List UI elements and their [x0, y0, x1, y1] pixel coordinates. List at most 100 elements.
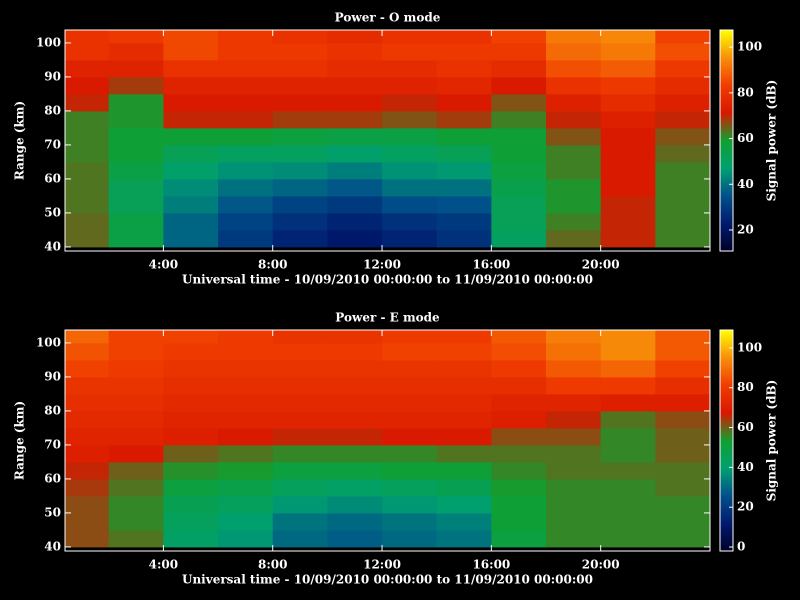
heatmap-cell [436, 427, 492, 446]
heatmap-cell [382, 495, 438, 514]
heatmap-cell [163, 512, 219, 531]
heatmap-cell [327, 512, 383, 531]
heatmap-cell [491, 478, 547, 497]
heatmap-cell [491, 427, 547, 446]
colorbar-label: Signal power (dB) [765, 380, 779, 502]
heatmap-cell [327, 229, 383, 248]
heatmap-cell [65, 410, 110, 429]
heatmap-cell [382, 127, 438, 146]
heatmap-cell [546, 30, 602, 44]
heatmap-cell [163, 330, 219, 344]
heatmap-cell [218, 444, 274, 463]
heatmap-cell [655, 359, 710, 378]
heatmap-cell [327, 393, 383, 412]
heatmap-cell [272, 444, 328, 463]
heatmap-cell [600, 410, 656, 429]
colorbar-tick-label: 40 [737, 460, 754, 474]
heatmap-cell [600, 195, 656, 214]
heatmap-cell [491, 342, 547, 361]
heatmap-cell [491, 30, 547, 44]
heatmap-cell [327, 461, 383, 480]
heatmap-cell [65, 342, 110, 361]
heatmap-cell [600, 376, 656, 395]
heatmap-cell [382, 212, 438, 231]
heatmap-cell [655, 212, 710, 231]
heatmap-cell [600, 212, 656, 231]
heatmap-cell [546, 178, 602, 197]
colorbar-tick-label: 20 [737, 500, 754, 514]
heatmap-cell [272, 461, 328, 480]
chart-title: Power - O mode [335, 11, 441, 25]
heatmap-cell [382, 93, 438, 112]
heatmap-cell [655, 161, 710, 180]
heatmap-cell [436, 144, 492, 163]
heatmap-cells [65, 330, 710, 548]
heatmap-cell [327, 444, 383, 463]
heatmap-cell [272, 529, 328, 548]
heatmap-cell [218, 410, 274, 429]
heatmap-cell [600, 461, 656, 480]
heatmap-cell [382, 42, 438, 61]
heatmap-cell [327, 410, 383, 429]
heatmap-cell [163, 30, 219, 44]
heatmap-cell [108, 410, 164, 429]
heatmap-cell [272, 42, 328, 61]
heatmap-cell [65, 110, 110, 129]
heatmap-cell [218, 529, 274, 548]
heatmap-cell [65, 127, 110, 146]
heatmap-cell [600, 529, 656, 548]
heatmap-cell [163, 529, 219, 548]
heatmap-cell [108, 495, 164, 514]
heatmap-cell [600, 93, 656, 112]
y-tick-label: 80 [44, 103, 61, 117]
heatmap-cell [327, 93, 383, 112]
y-tick-label: 90 [44, 69, 61, 83]
heatmap-cell [272, 212, 328, 231]
y-tick-label: 80 [44, 403, 61, 417]
x-tick-label: 20:00 [582, 558, 620, 572]
heatmap-cell [163, 229, 219, 248]
heatmap-cell [600, 342, 656, 361]
colorbar-label: Signal power (dB) [765, 80, 779, 202]
heatmap-cell [436, 178, 492, 197]
heatmap-cell [546, 376, 602, 395]
heatmap-cell [272, 359, 328, 378]
heatmap-cell [546, 359, 602, 378]
heatmap-cell [163, 93, 219, 112]
heatmap-cell [108, 76, 164, 95]
heatmap-cell [272, 161, 328, 180]
heatmap-cell [655, 110, 710, 129]
heatmap-cell [436, 495, 492, 514]
heatmap-cell [327, 212, 383, 231]
heatmap-cell [108, 212, 164, 231]
heatmap-cell [108, 330, 164, 344]
heatmap-cell [65, 76, 110, 95]
heatmap-cell [436, 127, 492, 146]
heatmap-cell [546, 110, 602, 129]
heatmap-cell [546, 478, 602, 497]
colorbar-tick-label: 80 [737, 380, 754, 394]
heatmap-cell [382, 512, 438, 531]
heatmap-cell [655, 144, 710, 163]
heatmap-cell [655, 376, 710, 395]
heatmap-cell [65, 512, 110, 531]
heatmap-cell [382, 376, 438, 395]
y-tick-label: 70 [44, 137, 61, 151]
heatmap-cell [546, 42, 602, 61]
heatmap-cell [65, 393, 110, 412]
colorbar-tick-label: 0 [737, 540, 745, 554]
heatmap-cell [600, 393, 656, 412]
heatmap-cell [108, 427, 164, 446]
heatmap-cell [546, 512, 602, 531]
heatmap-cell [491, 444, 547, 463]
heatmap-cell [327, 376, 383, 395]
heatmap-cell [163, 495, 219, 514]
heatmap-cell [491, 512, 547, 531]
colorbar [719, 29, 734, 252]
heatmap-cell [218, 461, 274, 480]
heatmap-cell [218, 495, 274, 514]
heatmap-cell [382, 59, 438, 78]
heatmap-cell [600, 127, 656, 146]
heatmap-cell [655, 195, 710, 214]
colorbar-tick-label: 100 [737, 40, 762, 54]
